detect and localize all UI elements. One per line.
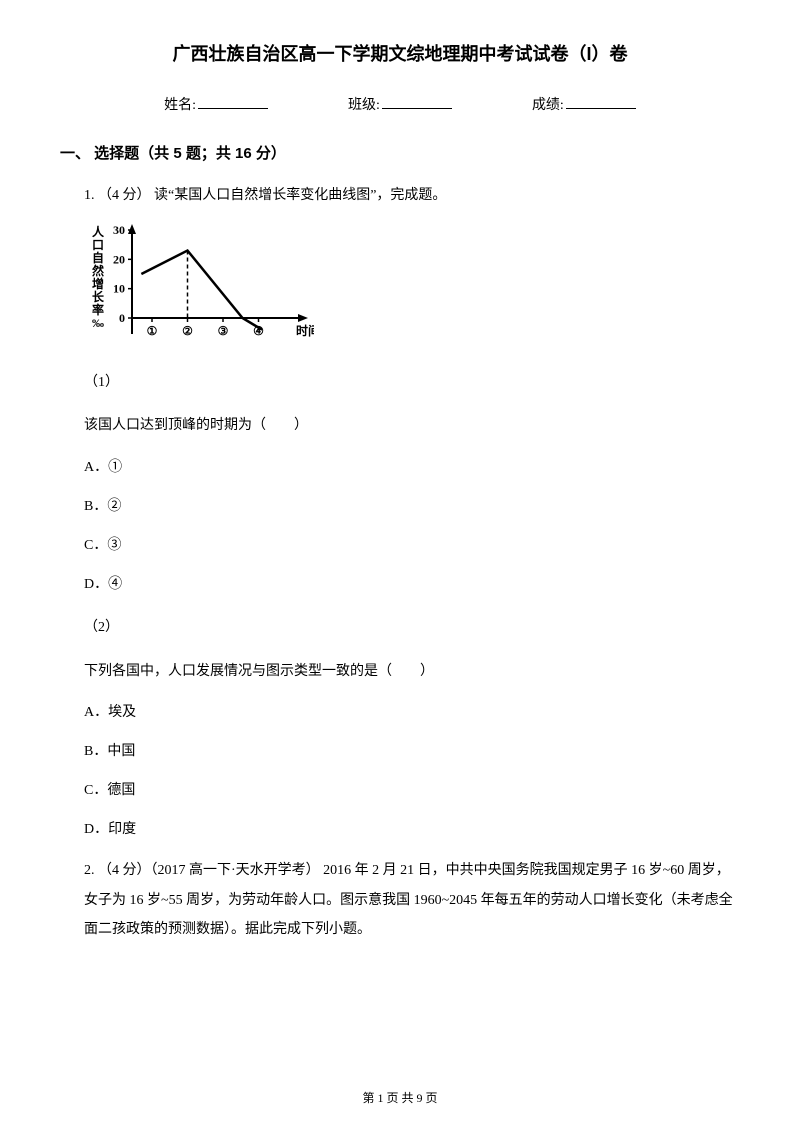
- q1-part1-q: 该国人口达到顶峰的时期为（ ）: [84, 413, 740, 438]
- page-footer: 第 1 页 共 9 页: [0, 1089, 800, 1106]
- svg-text:人: 人: [92, 224, 105, 239]
- q1-p1-opt-b[interactable]: B．②: [84, 494, 740, 519]
- svg-text:长: 长: [92, 289, 105, 304]
- name-label: 姓名:: [164, 94, 196, 114]
- svg-text:率: 率: [92, 302, 104, 317]
- svg-text:然: 然: [92, 263, 104, 278]
- info-row: 姓名: 班级: 成绩:: [60, 94, 740, 114]
- class-field: 班级:: [348, 94, 452, 114]
- q1-p2-opt-c[interactable]: C．德国: [84, 778, 740, 803]
- q1-p2-opt-b[interactable]: B．中国: [84, 739, 740, 764]
- svg-text:口: 口: [92, 238, 104, 252]
- svg-text:增: 增: [92, 276, 104, 291]
- q1-stem: 1. （4 分） 读“某国人口自然增长率变化曲线图”，完成题。: [84, 183, 740, 208]
- svg-text:‰: ‰: [92, 316, 104, 330]
- class-blank[interactable]: [382, 95, 452, 109]
- svg-text:0: 0: [119, 311, 125, 325]
- name-blank[interactable]: [198, 95, 268, 109]
- question-1: 1. （4 分） 读“某国人口自然增长率变化曲线图”，完成题。 人口自然增长率‰…: [84, 183, 740, 945]
- score-label: 成绩:: [532, 94, 564, 114]
- q1-part2-q: 下列各国中，人口发展情况与图示类型一致的是（ ）: [84, 659, 740, 684]
- svg-text:②: ②: [182, 324, 193, 338]
- class-label: 班级:: [348, 94, 380, 114]
- q1-p1-opt-c[interactable]: C．③: [84, 533, 740, 558]
- q1-part2-num: （2）: [84, 615, 740, 640]
- section-header: 一、 选择题（共 5 题；共 16 分）: [60, 142, 740, 163]
- svg-text:①: ①: [147, 324, 158, 338]
- svg-text:20: 20: [113, 253, 125, 267]
- q1-part1-num: （1）: [84, 370, 740, 395]
- svg-text:30: 30: [113, 223, 125, 237]
- q1-p2-opt-a[interactable]: A．埃及: [84, 700, 740, 725]
- q1-p1-opt-a[interactable]: A．①: [84, 455, 740, 480]
- svg-text:时间: 时间: [296, 323, 314, 338]
- q1-p1-opt-d[interactable]: D．④: [84, 572, 740, 597]
- score-field: 成绩:: [532, 94, 636, 114]
- q1-p2-opt-d[interactable]: D．印度: [84, 817, 740, 842]
- svg-text:自: 自: [92, 250, 104, 265]
- page-title: 广西壮族自治区高一下学期文综地理期中考试试卷（I）卷: [60, 40, 740, 66]
- name-field: 姓名:: [164, 94, 268, 114]
- q2-stem: 2. （4 分）（2017 高一下·天水开学考） 2016 年 2 月 21 日…: [84, 856, 740, 944]
- svg-text:③: ③: [218, 324, 229, 338]
- growth-rate-chart: 人口自然增长率‰0102030①②③④时间: [84, 222, 314, 352]
- score-blank[interactable]: [566, 95, 636, 109]
- svg-text:10: 10: [113, 282, 125, 296]
- q1-chart: 人口自然增长率‰0102030①②③④时间: [84, 222, 740, 352]
